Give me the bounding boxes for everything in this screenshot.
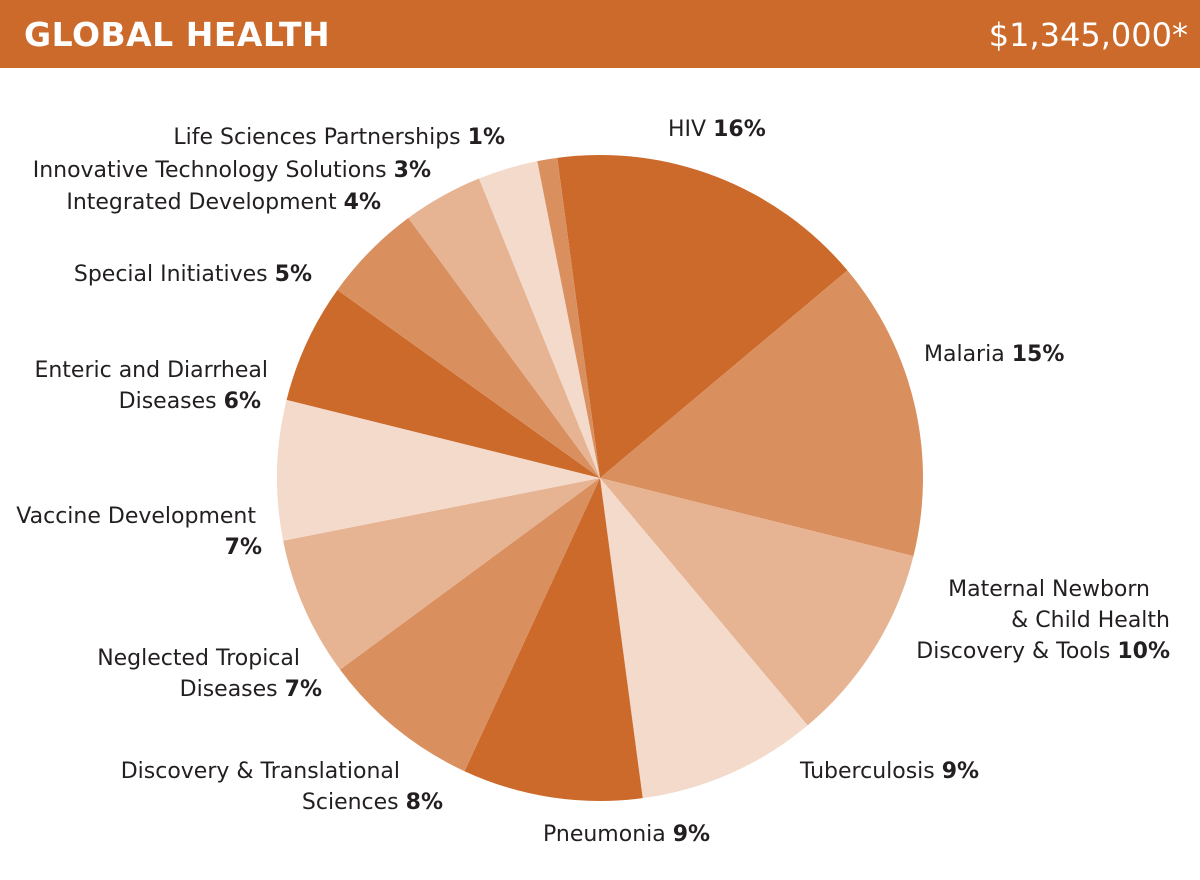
slice-label-life-sciences-partnerships: Life Sciences Partnerships 1%: [173, 122, 505, 153]
pie-slice-discovery-translational-sciences: [340, 478, 600, 772]
slice-percent-label: 7%: [224, 535, 262, 560]
slice-label-maternal-newborn-child-health-discovery-tools-line-2: & Child Health: [1011, 605, 1170, 636]
slice-percent-label: 5%: [274, 262, 312, 287]
pie-slice-integrated-development: [408, 178, 600, 478]
total-amount: $1,345,000*: [988, 16, 1188, 54]
slice-label-special-initiatives: Special Initiatives 5%: [74, 259, 312, 290]
slice-label-text: Special Initiatives: [73, 262, 268, 287]
slice-label-neglected-tropical-diseases-line-1: Neglected Tropical: [97, 643, 300, 674]
slice-percent-label: 7%: [284, 677, 322, 702]
slice-label-text: Innovative Technology Solutions: [32, 158, 387, 183]
slice-label-text: Life Sciences Partnerships: [173, 125, 461, 150]
slice-label-text: Integrated Development: [66, 190, 337, 215]
slice-label-text: Discovery & Translational: [120, 759, 400, 784]
slice-label-text: Neglected Tropical: [97, 646, 300, 671]
pie-slice-malaria: [600, 270, 924, 557]
pie-slice-maternal-newborn-child-health-discovery-tools: [600, 478, 914, 726]
slice-percent-label: 16%: [713, 117, 766, 142]
slice-label-hiv: HIV 16%: [668, 114, 766, 145]
slice-percent-label: 6%: [223, 389, 261, 414]
slice-percent-label: 3%: [393, 158, 431, 183]
slice-label-text: Tuberculosis: [800, 759, 935, 784]
pie-slice-life-sciences-partnerships: [537, 157, 600, 478]
slice-label-enteric-and-diarrheal-diseases-line-1: Enteric and Diarrheal: [34, 355, 268, 386]
chart-title: GLOBAL HEALTH: [24, 15, 331, 54]
slice-percent-label: 4%: [343, 190, 381, 215]
pie-slice-tuberculosis: [600, 478, 808, 799]
slice-percent-label: 8%: [405, 790, 443, 815]
slice-label-text: & Child Health: [1011, 608, 1170, 633]
slice-label-text: Enteric and Diarrheal: [34, 358, 268, 383]
slice-label-text: Vaccine Development: [16, 504, 256, 529]
slice-label-maternal-newborn-child-health-discovery-tools-line-1: Maternal Newborn: [948, 574, 1150, 605]
slice-percent-label: 10%: [1117, 639, 1170, 664]
pie-slice-innovative-technology-solutions: [479, 161, 600, 478]
slice-label-text: Pneumonia: [543, 822, 666, 847]
slice-label-text: Maternal Newborn: [948, 577, 1150, 602]
slice-label-discovery-translational-sciences-line-1: Discovery & Translational: [121, 756, 400, 787]
slice-label-text: HIV: [668, 117, 707, 142]
pie-slice-enteric-and-diarrheal-diseases: [286, 289, 600, 478]
pie-slice-hiv: [557, 155, 848, 478]
pie-slice-special-initiatives: [337, 218, 600, 478]
slice-label-maternal-newborn-child-health-discovery-tools-line-3: Discovery & Tools 10%: [916, 636, 1170, 667]
header-bar: GLOBAL HEALTH $1,345,000*: [0, 0, 1200, 68]
pie-slice-neglected-tropical-diseases: [283, 478, 600, 670]
slice-label-text: Diseases: [179, 677, 278, 702]
pie-slice-pneumonia: [464, 478, 643, 801]
slice-label-text: Sciences: [301, 790, 399, 815]
slice-label-integrated-development: Integrated Development 4%: [66, 187, 381, 218]
slice-label-malaria: Malaria 15%: [924, 339, 1064, 370]
slice-label-vaccine-development-line-1: Vaccine Development: [16, 501, 256, 532]
slice-percent-label: 9%: [941, 759, 980, 784]
pie-slice-vaccine-development: [276, 399, 600, 541]
slice-percent-label: 1%: [467, 125, 505, 150]
slice-label-text: Diseases: [118, 389, 217, 414]
slice-label-vaccine-development-line-2: 7%: [225, 532, 262, 563]
slice-label-text: Malaria: [924, 342, 1005, 367]
slice-label-text: Discovery & Tools: [916, 639, 1111, 664]
slice-label-pneumonia: Pneumonia 9%: [543, 819, 710, 850]
slice-label-innovative-technology-solutions: Innovative Technology Solutions 3%: [33, 155, 431, 186]
slice-percent-label: 15%: [1011, 342, 1065, 367]
slice-percent-label: 9%: [672, 822, 711, 847]
slice-label-enteric-and-diarrheal-diseases-line-2: Diseases 6%: [119, 386, 261, 417]
slice-label-neglected-tropical-diseases-line-2: Diseases 7%: [180, 674, 322, 705]
slice-label-tuberculosis: Tuberculosis 9%: [800, 756, 979, 787]
slice-label-discovery-translational-sciences-line-2: Sciences 8%: [302, 787, 443, 818]
